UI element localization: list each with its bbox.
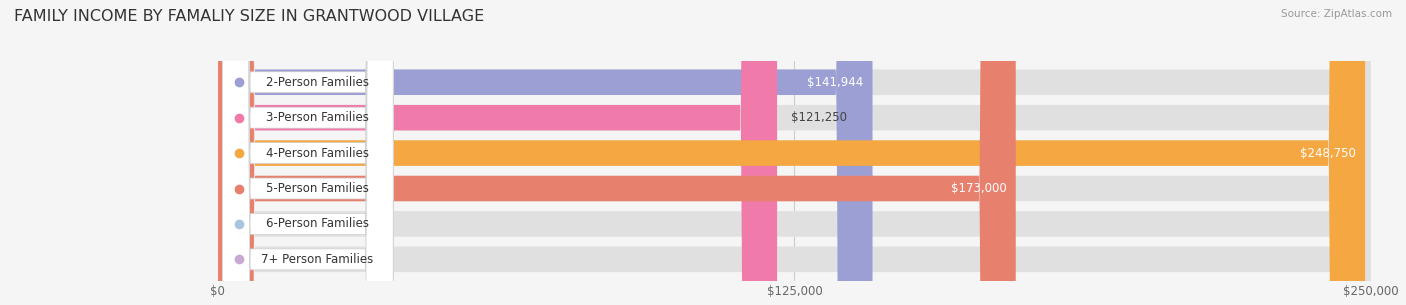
FancyBboxPatch shape [218, 0, 1371, 305]
Text: 4-Person Families: 4-Person Families [266, 147, 368, 160]
Text: $0: $0 [232, 217, 246, 231]
FancyBboxPatch shape [218, 0, 873, 305]
FancyBboxPatch shape [218, 0, 778, 305]
Text: $141,944: $141,944 [807, 76, 863, 89]
FancyBboxPatch shape [218, 0, 1015, 305]
FancyBboxPatch shape [222, 0, 394, 305]
FancyBboxPatch shape [222, 0, 394, 305]
Text: FAMILY INCOME BY FAMALIY SIZE IN GRANTWOOD VILLAGE: FAMILY INCOME BY FAMALIY SIZE IN GRANTWO… [14, 9, 484, 24]
Text: $173,000: $173,000 [950, 182, 1007, 195]
FancyBboxPatch shape [218, 0, 1371, 305]
FancyBboxPatch shape [218, 0, 1371, 305]
Text: 6-Person Families: 6-Person Families [266, 217, 368, 231]
FancyBboxPatch shape [222, 0, 394, 305]
Text: 5-Person Families: 5-Person Families [266, 182, 368, 195]
FancyBboxPatch shape [218, 0, 1371, 305]
FancyBboxPatch shape [222, 0, 394, 305]
FancyBboxPatch shape [218, 0, 1371, 305]
Text: $121,250: $121,250 [792, 111, 846, 124]
FancyBboxPatch shape [222, 0, 394, 305]
Text: Source: ZipAtlas.com: Source: ZipAtlas.com [1281, 9, 1392, 19]
Text: 7+ Person Families: 7+ Person Families [262, 253, 373, 266]
Text: $0: $0 [232, 253, 246, 266]
Text: 2-Person Families: 2-Person Families [266, 76, 368, 89]
Text: $248,750: $248,750 [1301, 147, 1355, 160]
FancyBboxPatch shape [218, 0, 1365, 305]
Text: 3-Person Families: 3-Person Families [266, 111, 368, 124]
FancyBboxPatch shape [222, 0, 394, 305]
FancyBboxPatch shape [218, 0, 1371, 305]
